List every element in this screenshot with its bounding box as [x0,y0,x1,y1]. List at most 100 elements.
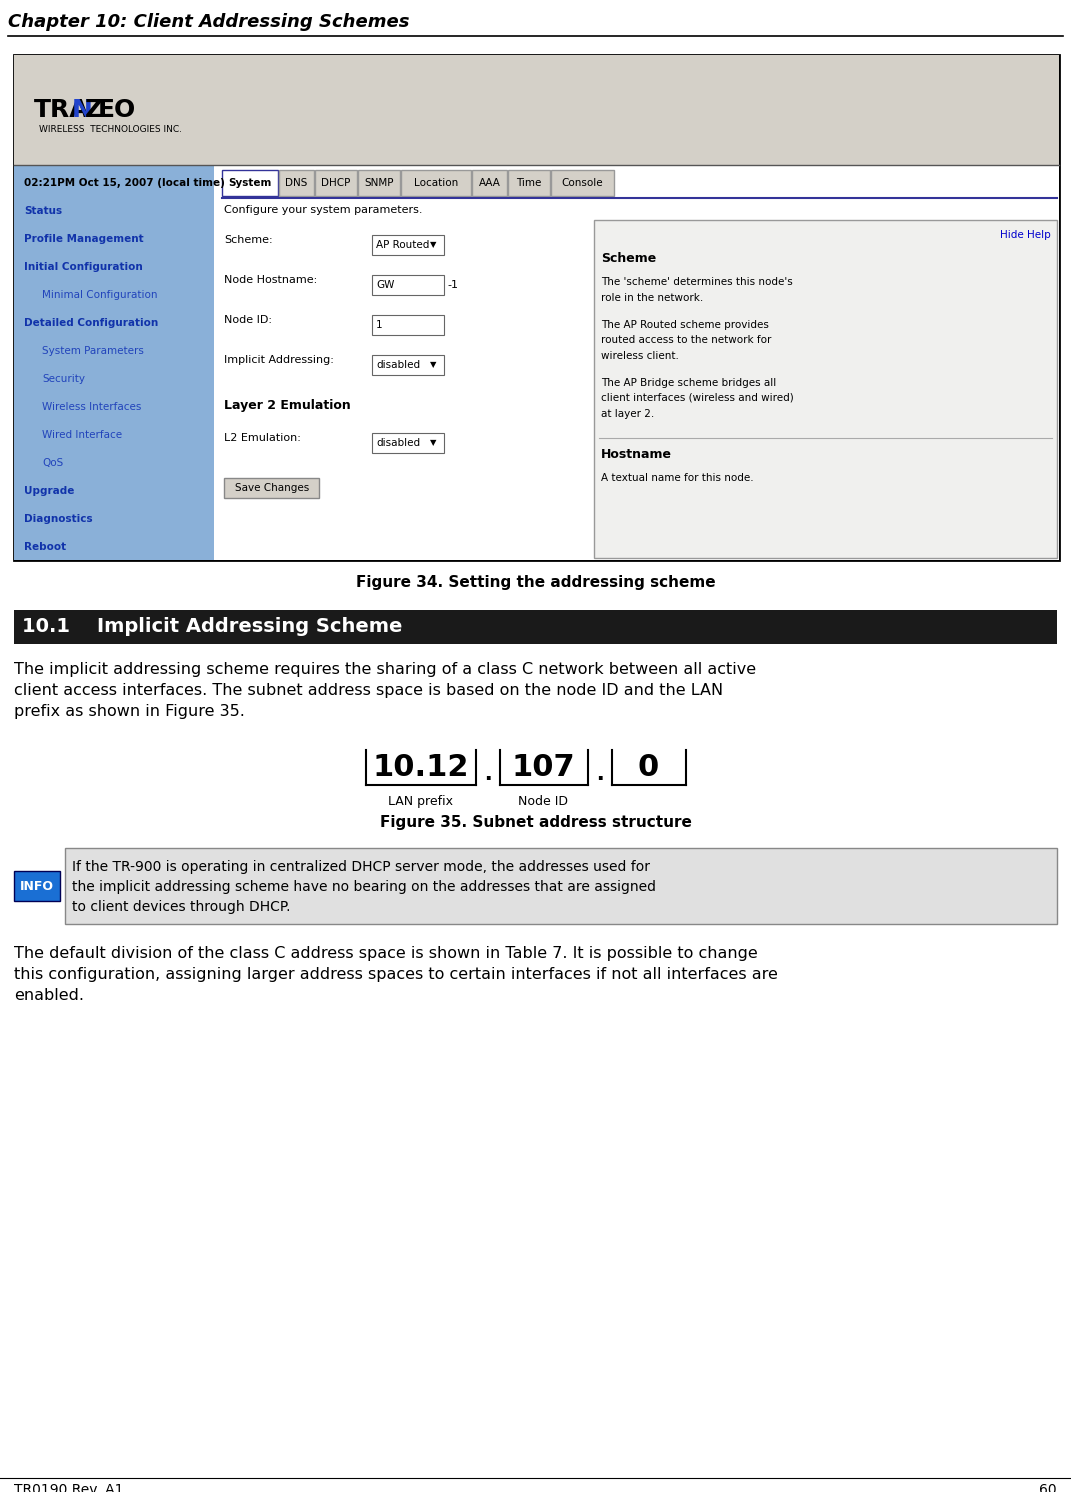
Text: 1: 1 [376,319,382,330]
Text: The default division of the class C address space is shown in Table 7. It is pos: The default division of the class C addr… [14,946,758,961]
Text: INFO: INFO [20,879,54,892]
Text: LAN prefix: LAN prefix [388,795,453,809]
Bar [14,166,214,560]
Bar [372,236,444,255]
Text: L2 Emulation:: L2 Emulation: [224,433,301,443]
Text: prefix as shown in Figure 35.: prefix as shown in Figure 35. [14,704,245,719]
Text: EO: EO [99,98,136,122]
Bar [550,170,614,195]
Text: Save Changes: Save Changes [235,483,310,492]
Text: .: . [482,752,494,786]
Text: Scheme:: Scheme: [224,236,273,245]
Text: DNS: DNS [285,178,307,188]
Bar [401,170,471,195]
Text: Node ID: Node ID [518,795,569,809]
Text: Layer 2 Emulation: Layer 2 Emulation [224,398,350,412]
Text: The AP Routed scheme provides: The AP Routed scheme provides [601,319,769,330]
Text: 0: 0 [638,753,659,782]
Bar [14,871,60,901]
Text: disabled: disabled [376,439,420,448]
Bar [65,847,1057,924]
Text: Upgrade: Upgrade [24,486,74,495]
Text: Reboot: Reboot [24,542,66,552]
Text: Time: Time [516,178,542,188]
Text: Security: Security [42,374,85,383]
Text: Status: Status [24,206,62,216]
Text: to client devices through DHCP.: to client devices through DHCP. [72,900,290,915]
Text: GW: GW [376,280,394,289]
Text: 10.12: 10.12 [373,753,469,782]
Bar [372,355,444,374]
Text: Node Hostname:: Node Hostname: [224,275,317,285]
Text: Minimal Configuration: Minimal Configuration [42,289,157,300]
Text: at layer 2.: at layer 2. [601,409,654,419]
Text: the implicit addressing scheme have no bearing on the addresses that are assigne: the implicit addressing scheme have no b… [72,880,657,894]
Text: Z: Z [85,98,103,122]
Text: Hostname: Hostname [601,449,672,461]
Text: The AP Bridge scheme bridges all: The AP Bridge scheme bridges all [601,377,776,388]
Bar [508,170,550,195]
Text: .: . [593,752,605,786]
Text: 60: 60 [1039,1483,1057,1492]
Bar [315,170,357,195]
Text: System: System [228,178,272,188]
Bar [280,170,314,195]
Text: 02:21PM Oct 15, 2007 (local time): 02:21PM Oct 15, 2007 (local time) [24,178,225,188]
Text: Node ID:: Node ID: [224,315,272,325]
Bar [214,166,1059,560]
Text: The 'scheme' determines this node's: The 'scheme' determines this node's [601,278,793,286]
Bar [224,477,319,498]
Bar [14,55,1059,166]
Text: AAA: AAA [479,178,500,188]
Text: Location: Location [413,178,458,188]
Text: Diagnostics: Diagnostics [24,515,92,524]
Bar [14,610,1057,645]
Bar [222,170,278,195]
Text: TR0190 Rev. A1: TR0190 Rev. A1 [14,1483,123,1492]
Text: The implicit addressing scheme requires the sharing of a class C network between: The implicit addressing scheme requires … [14,662,756,677]
Text: client interfaces (wireless and wired): client interfaces (wireless and wired) [601,392,794,403]
Text: TRA: TRA [34,98,90,122]
Bar [594,219,1057,558]
Text: Profile Management: Profile Management [24,234,144,245]
Text: Wireless Interfaces: Wireless Interfaces [42,401,141,412]
Text: wireless client.: wireless client. [601,351,679,361]
Text: client access interfaces. The subnet address space is based on the node ID and t: client access interfaces. The subnet add… [14,683,723,698]
Text: Figure 35. Subnet address structure: Figure 35. Subnet address structure [379,816,692,831]
Bar [372,433,444,454]
Bar [472,170,507,195]
Text: Implicit Addressing:: Implicit Addressing: [224,355,334,366]
Text: ▼: ▼ [429,240,437,249]
Text: WIRELESS  TECHNOLOGIES INC.: WIRELESS TECHNOLOGIES INC. [39,125,182,134]
Bar [14,55,1059,560]
Bar [372,315,444,336]
Bar [358,170,399,195]
Text: this configuration, assigning larger address spaces to certain interfaces if not: this configuration, assigning larger add… [14,967,778,982]
Text: disabled: disabled [376,360,420,370]
Text: A textual name for this node.: A textual name for this node. [601,473,754,483]
Text: Chapter 10: Client Addressing Schemes: Chapter 10: Client Addressing Schemes [7,13,409,31]
Text: Initial Configuration: Initial Configuration [24,263,142,272]
Text: If the TR-900 is operating in centralized DHCP server mode, the addresses used f: If the TR-900 is operating in centralize… [72,859,650,874]
Text: routed access to the network for: routed access to the network for [601,336,771,345]
Text: -1: -1 [447,280,458,289]
Text: 10.1    Implicit Addressing Scheme: 10.1 Implicit Addressing Scheme [22,618,403,637]
Text: ▼: ▼ [429,439,437,448]
Text: DHCP: DHCP [321,178,350,188]
Text: QoS: QoS [42,458,63,468]
Text: Detailed Configuration: Detailed Configuration [24,318,159,328]
Text: SNMP: SNMP [364,178,394,188]
Text: role in the network.: role in the network. [601,292,704,303]
Text: Console: Console [561,178,603,188]
Text: Hide Help: Hide Help [1000,230,1051,240]
Text: Scheme: Scheme [601,252,657,264]
Text: Configure your system parameters.: Configure your system parameters. [224,204,422,215]
Bar [372,275,444,295]
Text: enabled.: enabled. [14,988,84,1003]
Text: ▼: ▼ [429,361,437,370]
Text: N: N [72,98,93,122]
Text: 107: 107 [512,753,575,782]
Text: Wired Interface: Wired Interface [42,430,122,440]
Text: AP Routed: AP Routed [376,240,429,251]
Text: System Parameters: System Parameters [42,346,144,357]
